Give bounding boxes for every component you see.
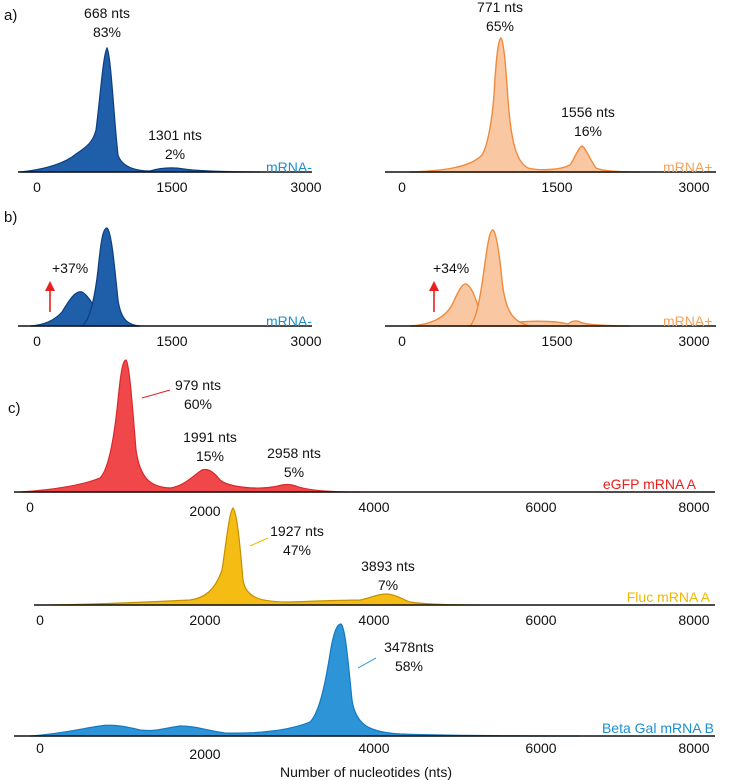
tick-label: 4000 [358, 612, 389, 628]
peak-label-nts: 1301 nts [148, 127, 202, 143]
chart-c-egfp: 0 2000 4000 6000 8000 979 nts 60% 1991 n… [14, 359, 715, 519]
tick-label: 0 [36, 612, 44, 628]
series-label-fluc: Fluc mRNA A [627, 589, 711, 605]
tick-label: 3000 [678, 333, 709, 349]
peak-label-pct: 7% [378, 577, 398, 593]
tick-label: 1500 [156, 333, 187, 349]
tick-label: 3000 [290, 333, 321, 349]
chart-a-left: 0 1500 3000 668 nts 83% 1301 nts 2% mRNA… [18, 5, 322, 195]
trace-a-right [409, 37, 641, 173]
trace-betagal [29, 623, 581, 737]
tick-label: 6000 [525, 612, 556, 628]
peak-label-pct: 65% [486, 18, 514, 34]
panel-label-b: b) [4, 209, 17, 226]
tick-label: 3000 [678, 179, 709, 195]
series-label-mrna-plus: mRNA+ [663, 313, 712, 329]
chart-b-right: 0 1500 3000 +34% mRNA+ [385, 229, 716, 349]
peak-label-pct: 15% [196, 448, 224, 464]
panel-label-a: a) [4, 7, 17, 24]
series-label-betagal: Beta Gal mRNA B [602, 720, 714, 736]
trace-egfp [19, 359, 361, 493]
tick-label: 0 [398, 333, 406, 349]
peak-label-pct: 47% [283, 542, 311, 558]
trace-b-right-shifted [409, 283, 631, 327]
chart-a-right: 0 1500 3000 771 nts 65% 1556 nts 16% mRN… [385, 0, 716, 195]
tick-label: 0 [33, 333, 41, 349]
tick-label: 4000 [358, 740, 389, 756]
leader-line [357, 657, 377, 669]
peak-label-nts: 1991 nts [183, 429, 237, 445]
series-label-mrna-plus: mRNA+ [663, 159, 712, 175]
tick-label: 0 [36, 740, 44, 756]
tick-label: 1500 [541, 179, 572, 195]
peak-label-nts: 1556 nts [561, 104, 615, 120]
series-label-mrna-minus: mRNA- [266, 313, 312, 329]
peak-label-nts: 2958 nts [267, 445, 321, 461]
tick-label: 4000 [358, 499, 389, 515]
tick-label: 0 [398, 179, 406, 195]
tick-label: 0 [26, 499, 34, 515]
x-axis-label: Number of nucleotides (nts) [280, 764, 452, 780]
tick-label: 2000 [189, 746, 220, 762]
tick-label: 1500 [156, 179, 187, 195]
peak-label-pct: 60% [184, 396, 212, 412]
peak-label-pct: 83% [93, 24, 121, 40]
peak-label-nts: 771 nts [477, 0, 523, 15]
tick-label: 2000 [189, 503, 220, 519]
peak-label-nts: 3478nts [384, 639, 434, 655]
peak-label-pct: 16% [574, 123, 602, 139]
series-label-mrna-minus: mRNA- [266, 159, 312, 175]
trace-b-left-main [80, 227, 141, 327]
chart-c-fluc: 0 2000 4000 6000 8000 1927 nts 47% 3893 … [34, 507, 715, 628]
peak-label-nts: 668 nts [84, 5, 130, 21]
trace-a-left [19, 46, 261, 173]
peak-label-nts: 3893 nts [361, 558, 415, 574]
tick-label: 6000 [525, 740, 556, 756]
peak-label-nts: 1927 nts [270, 523, 324, 539]
leader-line [249, 537, 269, 547]
red-arrow-icon [45, 281, 55, 312]
tick-label: 0 [33, 179, 41, 195]
shift-annotation: +34% [433, 260, 469, 276]
leader-line [141, 389, 171, 399]
chart-c-betagal: 0 2000 4000 6000 8000 3478nts 58% Beta G… [14, 623, 715, 762]
tick-label: 3000 [290, 179, 321, 195]
tick-label: 6000 [525, 499, 556, 515]
tick-label: 8000 [678, 499, 709, 515]
tick-label: 8000 [678, 612, 709, 628]
tick-label: 2000 [189, 612, 220, 628]
peak-label-nts: 979 nts [175, 377, 221, 393]
red-arrow-icon [429, 281, 439, 312]
trace-fluc [49, 507, 481, 606]
tick-label: 8000 [678, 740, 709, 756]
series-label-egfp: eGFP mRNA A [603, 476, 697, 492]
peak-label-pct: 2% [165, 146, 185, 162]
trace-b-right-main [468, 229, 531, 327]
shift-annotation: +37% [52, 260, 88, 276]
tick-label: 1500 [541, 333, 572, 349]
chart-b-left: 0 1500 3000 +37% mRNA- [18, 227, 322, 349]
peak-label-pct: 58% [395, 658, 423, 674]
peak-label-pct: 5% [284, 464, 304, 480]
panel-label-c: c) [8, 400, 21, 417]
